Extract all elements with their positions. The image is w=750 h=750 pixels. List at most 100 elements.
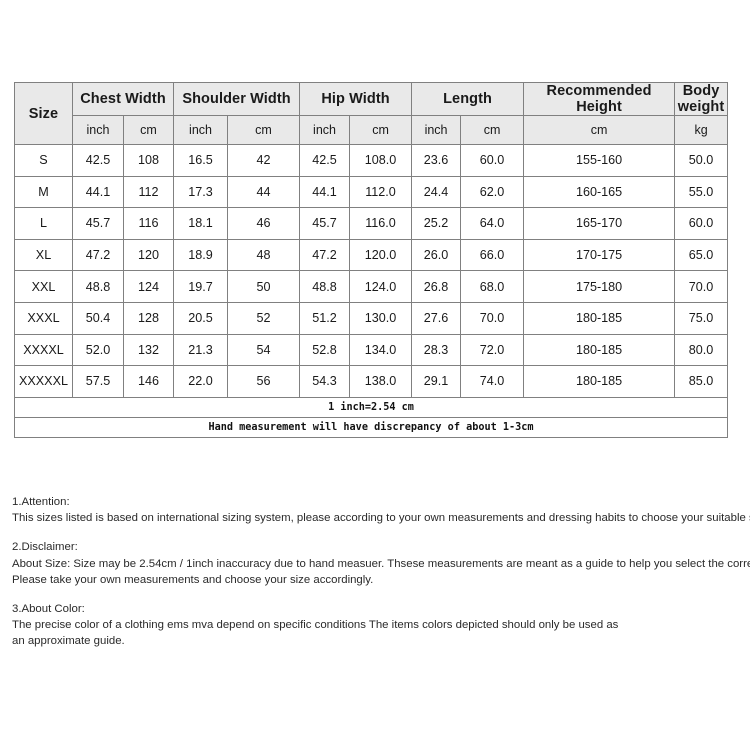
measurement-cell: 47.2 bbox=[299, 238, 351, 272]
table-row: M 44.1 112 17.3 44 44.1 112.0 24.4 62.0 160-165 55… bbox=[14, 175, 729, 209]
measurement-cell: 42.5 bbox=[299, 144, 351, 177]
measurement-cell: 70.0 bbox=[674, 270, 729, 303]
note-heading: 1.Attention: bbox=[12, 496, 70, 508]
size-chart-table-container: Size Chest Width Shoulder Width Hip Widt… bbox=[13, 82, 729, 438]
table-row: XXL 48.8 124 19.7 50 48.8 124.0 26.8 68.0 175-180… bbox=[14, 270, 729, 303]
measurement-cell: 27.6 bbox=[411, 301, 462, 335]
table-footer-note-row: Hand measurement will have discrepancy o… bbox=[13, 416, 729, 438]
measurement-cell: 65.0 bbox=[674, 238, 729, 272]
measurement-cell: 44.1 bbox=[299, 175, 351, 209]
header-group-row: Size Chest Width Shoulder Width Hip Widt… bbox=[14, 82, 729, 145]
unit-shoulder-cm: cm bbox=[227, 115, 301, 145]
table-row: XXXXL 52.0 132 21.3 54 52.8 134.0 28.3 72.0 180-1… bbox=[14, 333, 729, 367]
measurement-cell: 55.0 bbox=[674, 175, 729, 209]
measurement-cell: 28.3 bbox=[411, 333, 462, 367]
size-label-cell: XXL bbox=[14, 270, 73, 303]
note-text: About Size: Size may be 2.54cm / 1inch i… bbox=[12, 557, 750, 570]
note-text: Please take your own measurements and ch… bbox=[12, 573, 374, 586]
measurement-cell: 47.2 bbox=[72, 238, 124, 272]
notes-section: 1.Attention: This sizes listed is based o… bbox=[12, 494, 750, 650]
header-hip-width: Hip Width bbox=[299, 82, 413, 116]
note-block: 1.Attention: This sizes listed is based o… bbox=[12, 494, 750, 526]
measurement-cell: 50 bbox=[227, 270, 301, 303]
measurement-cell: 112.0 bbox=[349, 175, 413, 209]
size-label-cell: XL bbox=[14, 238, 73, 272]
header-chest-width: Chest Width bbox=[71, 82, 175, 116]
measurement-cell: 60.0 bbox=[460, 144, 525, 177]
table-body: S 42.5 108 16.5 42 42.5 108.0 23.6 60.0 155-160 50… bbox=[14, 144, 729, 398]
measurement-cell: 128 bbox=[122, 301, 175, 335]
size-label-cell: XXXL bbox=[14, 301, 73, 335]
size-label-cell: XXXXXL bbox=[14, 365, 73, 398]
measurement-cell: 64.0 bbox=[460, 207, 525, 240]
measurement-cell: 56 bbox=[227, 365, 301, 398]
unit-length-cm: cm bbox=[460, 115, 525, 145]
measurement-cell: 155-160 bbox=[523, 144, 676, 177]
measurement-cell: 50.0 bbox=[674, 144, 729, 177]
measurement-cell: 108.0 bbox=[349, 144, 413, 177]
measurement-cell: 180-185 bbox=[523, 301, 676, 335]
table-footer: 1 inch=2.54 cm Hand measurement will have… bbox=[13, 396, 729, 438]
note-heading: 3.About Color: bbox=[12, 603, 85, 616]
measurement-cell: 108 bbox=[122, 144, 175, 177]
measurement-cell: 42.5 bbox=[72, 144, 124, 177]
measurement-cell: 19.7 bbox=[173, 270, 229, 303]
measurement-cell: 26.0 bbox=[411, 238, 462, 272]
measurement-cell: 26.8 bbox=[411, 270, 462, 303]
size-label-cell: XXXXL bbox=[14, 333, 73, 367]
measurement-cell: 175-180 bbox=[523, 270, 676, 303]
note-block: 2.Disclaimer: About Size: Size may be 2.5… bbox=[12, 539, 750, 588]
unit-chest-inch: inch bbox=[72, 115, 124, 145]
measurement-cell: 44 bbox=[227, 175, 301, 209]
hand-measurement-note: Hand measurement will have discrepancy o… bbox=[13, 416, 729, 438]
note-text: This sizes listed is based on internatio… bbox=[12, 512, 750, 525]
conversion-note: 1 inch=2.54 cm bbox=[13, 396, 729, 418]
measurement-cell: 18.9 bbox=[173, 238, 229, 272]
measurement-cell: 62.0 bbox=[460, 175, 525, 209]
header-recommended-height: Recommended Height bbox=[523, 82, 676, 116]
measurement-cell: 52.0 bbox=[72, 333, 124, 367]
note-text: an approximate guide. bbox=[12, 635, 125, 648]
unit-chest-cm: cm bbox=[122, 115, 175, 145]
measurement-cell: 23.6 bbox=[411, 144, 462, 177]
size-label-cell: S bbox=[14, 144, 73, 177]
unit-hip-inch: inch bbox=[299, 115, 351, 145]
measurement-cell: 134.0 bbox=[349, 333, 413, 367]
measurement-cell: 72.0 bbox=[460, 333, 525, 367]
measurement-cell: 74.0 bbox=[460, 365, 525, 398]
unit-height-cm: cm bbox=[523, 115, 676, 145]
measurement-cell: 130.0 bbox=[349, 301, 413, 335]
note-text: The precise color of a clothing ems mva … bbox=[12, 619, 619, 632]
measurement-cell: 45.7 bbox=[72, 207, 124, 240]
measurement-cell: 54 bbox=[227, 333, 301, 367]
measurement-cell: 48.8 bbox=[299, 270, 351, 303]
measurement-cell: 66.0 bbox=[460, 238, 525, 272]
measurement-cell: 160-165 bbox=[523, 175, 676, 209]
measurement-cell: 24.4 bbox=[411, 175, 462, 209]
measurement-cell: 68.0 bbox=[460, 270, 525, 303]
measurement-cell: 20.5 bbox=[173, 301, 229, 335]
table-header: Size Chest Width Shoulder Width Hip Widt… bbox=[14, 82, 729, 145]
measurement-cell: 85.0 bbox=[674, 365, 729, 398]
measurement-cell: 16.5 bbox=[173, 144, 229, 177]
measurement-cell: 60.0 bbox=[674, 207, 729, 240]
measurement-cell: 18.1 bbox=[173, 207, 229, 240]
measurement-cell: 180-185 bbox=[523, 333, 676, 367]
table-row: XXXXXL 57.5 146 22.0 56 54.3 138.0 29.1 74.0 180-… bbox=[14, 365, 729, 398]
measurement-cell: 75.0 bbox=[674, 301, 729, 335]
header-size: Size bbox=[14, 82, 73, 145]
measurement-cell: 52.8 bbox=[299, 333, 351, 367]
unit-shoulder-inch: inch bbox=[173, 115, 229, 145]
unit-length-inch: inch bbox=[411, 115, 462, 145]
measurement-cell: 21.3 bbox=[173, 333, 229, 367]
size-label-cell: L bbox=[14, 207, 73, 240]
measurement-cell: 124 bbox=[122, 270, 175, 303]
measurement-cell: 80.0 bbox=[674, 333, 729, 367]
measurement-cell: 54.3 bbox=[299, 365, 351, 398]
unit-weight-kg: kg bbox=[674, 115, 729, 145]
measurement-cell: 165-170 bbox=[523, 207, 676, 240]
measurement-cell: 25.2 bbox=[411, 207, 462, 240]
measurement-cell: 44.1 bbox=[72, 175, 124, 209]
measurement-cell: 116.0 bbox=[349, 207, 413, 240]
measurement-cell: 124.0 bbox=[349, 270, 413, 303]
